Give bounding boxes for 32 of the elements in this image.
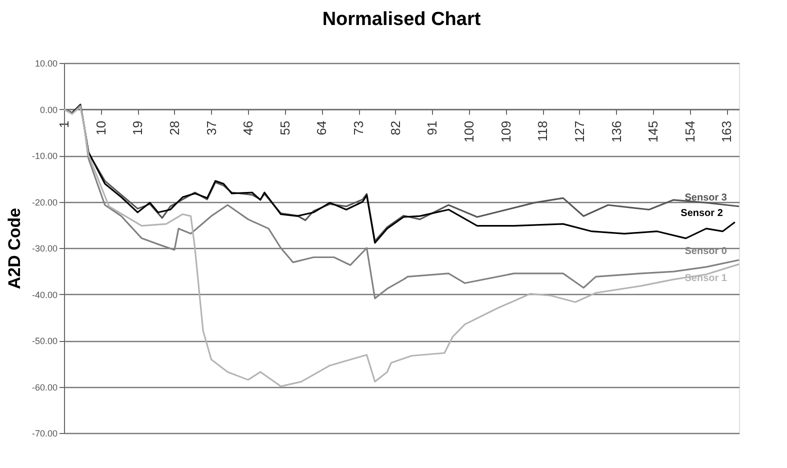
y-tick-label: -40.00 (32, 290, 58, 300)
x-tick-label: 91 (424, 120, 440, 136)
series-label: Sensor 3 (684, 192, 728, 204)
x-tick-label: 19 (130, 120, 146, 136)
x-tick-label: 145 (646, 120, 661, 142)
y-tick-label: 0.00 (40, 104, 58, 115)
x-tick-label: 37 (204, 120, 219, 136)
x-tick-label: 127 (572, 120, 587, 142)
x-tick-label: 136 (608, 120, 624, 142)
x-tick-label: 73 (351, 120, 366, 136)
y-tick-label: -10.00 (32, 151, 58, 161)
x-tick-label: 163 (719, 120, 734, 142)
x-tick-label: 55 (277, 120, 292, 136)
x-tick-label: 64 (314, 120, 330, 136)
y-tick-label: -50.00 (32, 336, 58, 346)
x-tick-label: 82 (388, 120, 403, 136)
y-tick-label: -60.00 (32, 382, 58, 392)
x-tick-label: 118 (535, 120, 550, 142)
x-tick-label: 46 (240, 120, 256, 136)
x-tick-label: 10 (93, 120, 108, 136)
y-tick-label: -20.00 (32, 197, 58, 208)
x-tick-label: 28 (166, 120, 182, 136)
series-label: Sensor 0 (684, 246, 728, 258)
y-tick-label: -30.00 (32, 244, 58, 254)
x-tick-label: 100 (462, 120, 476, 142)
y-tick-label: 10.00 (34, 58, 58, 68)
y-axis-title: A2D Code (4, 208, 24, 290)
y-tick-label: -70.00 (32, 428, 58, 438)
series-label: Sensor 2 (680, 208, 724, 220)
x-tick-label: 109 (498, 120, 514, 142)
x-tick-label: 154 (682, 120, 698, 142)
chart-title: Normalised Chart (322, 9, 482, 30)
